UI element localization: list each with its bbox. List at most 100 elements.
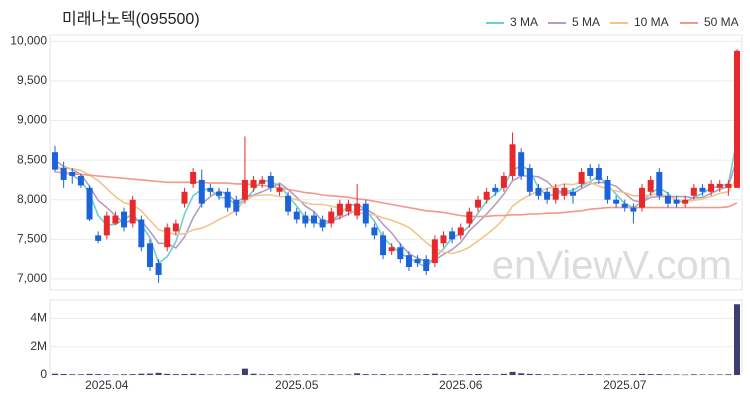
y-tick-label: 2M [30, 339, 47, 353]
candle-body [380, 235, 387, 256]
x-tick-label: 2025.06 [439, 378, 483, 392]
volume-bar [95, 374, 102, 375]
candle-body [734, 50, 740, 188]
volume-bar [302, 374, 309, 375]
volume-bar [233, 374, 240, 375]
volume-bar [423, 374, 430, 375]
candle-body [483, 191, 490, 200]
volume-bar [457, 374, 464, 375]
y-tick-label: 8,500 [17, 152, 47, 166]
volume-bar [319, 374, 326, 375]
candle-body [276, 187, 283, 192]
volume-bar [121, 374, 128, 375]
volume-bar [328, 374, 335, 375]
volume-bar [475, 374, 482, 375]
volume-bar [518, 373, 525, 375]
candle-body [164, 227, 171, 248]
volume-bar [259, 374, 266, 375]
candle-body [656, 172, 663, 196]
y-tick-label: 7,500 [17, 231, 47, 245]
candle-body [690, 187, 697, 196]
candle-body [561, 187, 568, 196]
candle-body [293, 211, 300, 220]
candle-body [190, 172, 197, 184]
candle-body [526, 168, 533, 192]
y-tick-label: 9,000 [17, 113, 47, 127]
volume-bar [466, 374, 473, 375]
volume-bar [569, 374, 576, 375]
volume-bar [613, 374, 620, 375]
volume-bar [60, 374, 67, 375]
candle-body [466, 211, 473, 224]
candle-body [95, 235, 102, 241]
volume-bar [250, 373, 257, 375]
volume-bar [388, 374, 395, 375]
candle-body [613, 199, 620, 204]
volume-bar [656, 374, 663, 375]
volume-bar [190, 373, 197, 375]
candle-body [397, 247, 404, 260]
candle-body [302, 215, 309, 224]
candle-body [414, 259, 421, 264]
x-tick-label: 2025.05 [275, 378, 319, 392]
volume-bar [155, 372, 162, 375]
candle-body [423, 259, 430, 271]
candle-body [259, 179, 266, 184]
volume-bar [509, 371, 516, 375]
candle-body [449, 231, 456, 240]
candle-body [639, 187, 646, 208]
volume-bar [526, 373, 533, 375]
price-panel [49, 34, 743, 291]
candle-body [405, 255, 412, 268]
candle-body [673, 199, 680, 204]
volume-bar [267, 374, 274, 375]
candle-body [475, 199, 482, 208]
candle-body [362, 203, 369, 224]
volume-bar [138, 373, 145, 375]
volume-bar [500, 373, 507, 375]
candle-body [509, 144, 516, 176]
volume-bar [397, 374, 404, 375]
volume-bar [345, 374, 352, 375]
candle-body [121, 211, 128, 228]
candle-body [345, 203, 352, 212]
candle-body [578, 172, 585, 184]
volume-bar [587, 374, 594, 375]
candle-body [216, 191, 223, 196]
candle-body [328, 211, 335, 224]
volume-bar [336, 374, 343, 375]
candle-body [207, 187, 214, 192]
candle-body [250, 179, 257, 188]
volume-bar [630, 374, 637, 375]
candle-body [630, 207, 637, 212]
volume-bar [198, 374, 205, 375]
candle-body [518, 152, 525, 176]
volume-bar [440, 374, 447, 375]
volume-bar [725, 374, 732, 375]
volume-bar [595, 374, 602, 375]
candle-body [60, 168, 67, 180]
candle-body [155, 263, 162, 275]
volume-bar [181, 374, 188, 375]
candle-body [708, 183, 715, 192]
candle-body [103, 215, 110, 236]
candle-body [431, 239, 438, 264]
candle-body [285, 195, 292, 212]
x-tick-label: 2025.07 [603, 378, 647, 392]
candle-body [319, 219, 326, 228]
volume-bar [431, 373, 438, 375]
candle-body [587, 168, 594, 176]
volume-bar [285, 374, 292, 375]
legend-label: 10 MA [634, 15, 669, 29]
candle-body [595, 168, 602, 180]
y-tick-label: 10,000 [10, 34, 47, 48]
volume-bar [699, 374, 706, 375]
chart-title: 미래나노텍(095500) [62, 10, 200, 28]
legend-label: 3 MA [510, 15, 538, 29]
candle-body [198, 179, 205, 204]
volume-bar [690, 374, 697, 375]
candle-body [682, 199, 689, 204]
volume-bar [362, 374, 369, 375]
candle-body [172, 223, 179, 232]
candle-body [77, 175, 84, 186]
